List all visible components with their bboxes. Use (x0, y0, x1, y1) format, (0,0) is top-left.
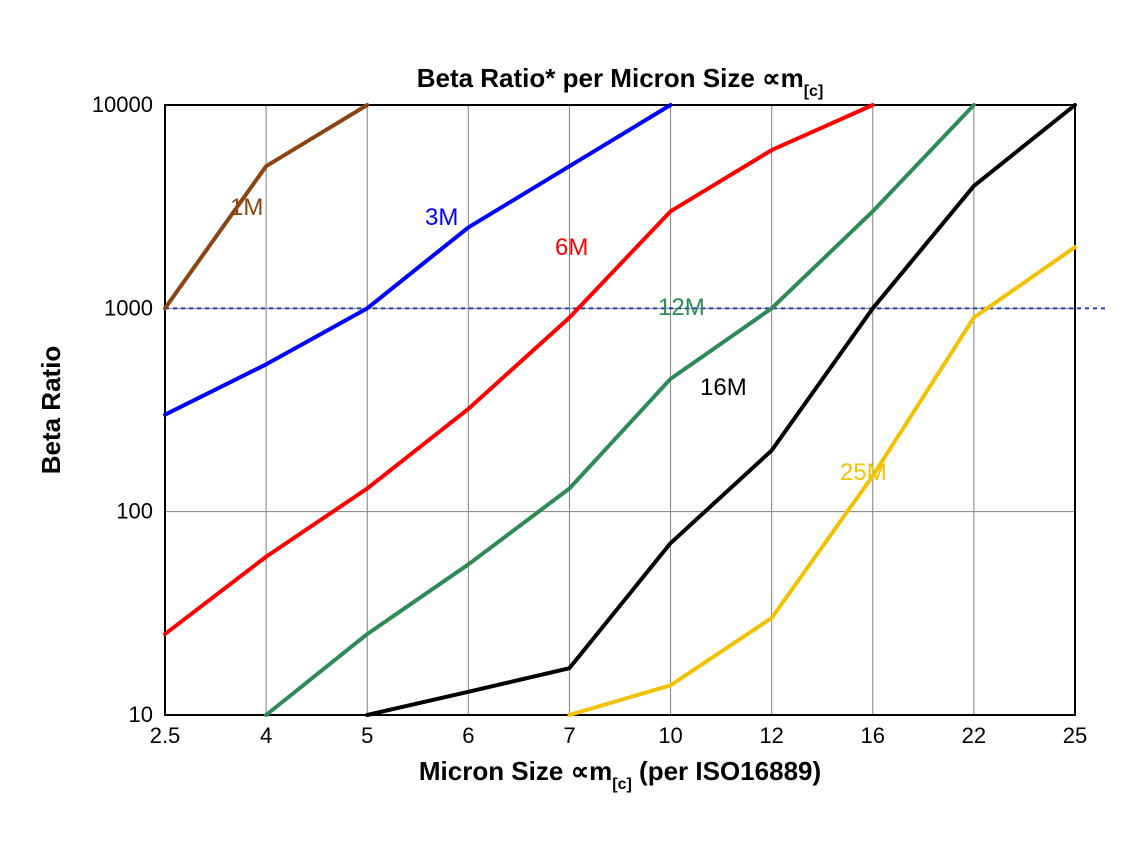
series-label: 3M (425, 204, 458, 231)
x-tick-label: 25 (1063, 723, 1087, 748)
x-tick-label: 7 (563, 723, 575, 748)
series-label: 6M (555, 234, 588, 261)
y-axis-label: Beta Ratio (36, 346, 66, 475)
x-tick-label: 5 (361, 723, 373, 748)
y-tick-label: 1000 (104, 295, 153, 320)
x-tick-label: 6 (462, 723, 474, 748)
beta-ratio-chart: 1M 3M 6M 12M 16M 25M 2.5 4 5 6 7 10 12 16 22 25 10 100 100… (0, 0, 1134, 852)
y-tick-label: 100 (116, 499, 153, 524)
x-tick-label: 16 (861, 723, 885, 748)
series-label: 25M (840, 459, 887, 486)
x-tick-label: 10 (658, 723, 682, 748)
y-tick-label: 10000 (92, 92, 153, 117)
x-tick-label: 4 (260, 723, 272, 748)
x-tick-label: 12 (759, 723, 783, 748)
series-label: 1M (230, 194, 263, 221)
x-tick-label: 22 (962, 723, 986, 748)
x-tick-label: 2.5 (150, 723, 181, 748)
series-label: 16M (700, 374, 747, 401)
series-label: 12M (658, 294, 705, 321)
y-tick-label: 10 (129, 702, 153, 727)
chart-container: 1M 3M 6M 12M 16M 25M 2.5 4 5 6 7 10 12 16 22 25 10 100 100… (0, 0, 1134, 852)
